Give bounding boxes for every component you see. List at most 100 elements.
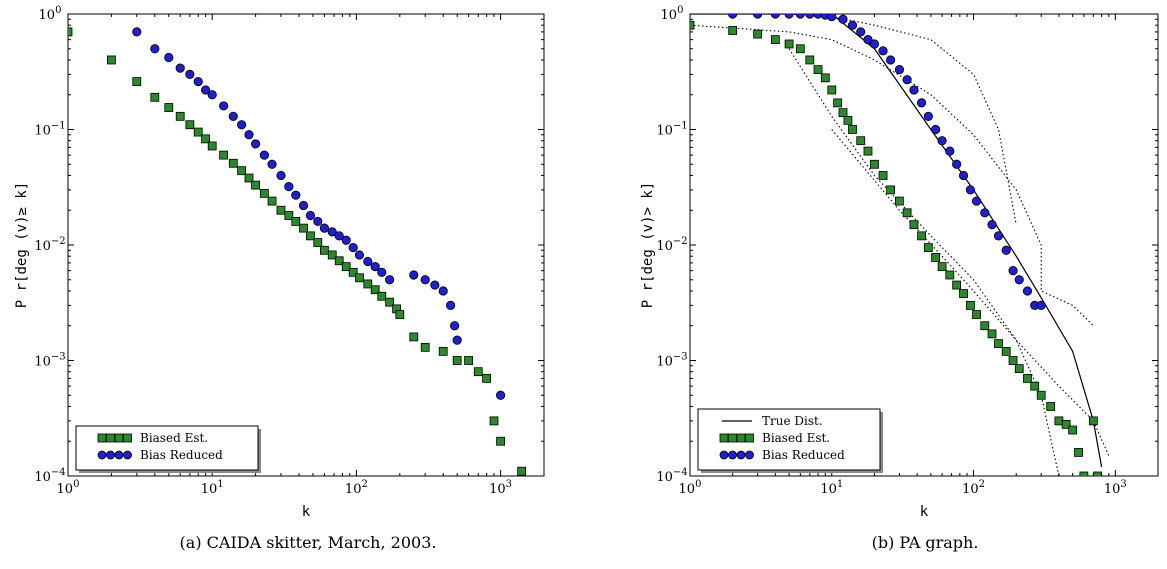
data-point-square xyxy=(438,346,448,356)
data-point-square xyxy=(805,55,815,65)
series-bias-reduced xyxy=(132,27,506,400)
dotted-bound-line xyxy=(690,14,1017,225)
data-point-square xyxy=(228,158,238,168)
data-point-square xyxy=(848,125,857,134)
x-tick-label: 101 xyxy=(820,479,843,497)
data-point-circle xyxy=(237,120,247,130)
series-biased-est xyxy=(690,20,1103,476)
x-tick-label: 101 xyxy=(201,479,224,497)
data-point-circle xyxy=(1014,275,1024,285)
data-point-circle xyxy=(259,150,269,160)
data-point-square xyxy=(320,245,329,255)
data-point-square xyxy=(201,134,210,144)
data-point-square xyxy=(482,373,492,383)
data-point-circle xyxy=(385,275,395,285)
y-tick-label: 10−3 xyxy=(656,352,687,370)
data-point-circle xyxy=(869,39,880,49)
y-tick-label: 100 xyxy=(661,5,684,23)
data-point-square xyxy=(784,39,794,49)
data-point-square xyxy=(420,342,430,352)
legend-square-swatch xyxy=(719,433,729,443)
data-point-square xyxy=(496,436,505,446)
data-point-circle xyxy=(363,256,373,267)
data-point-square xyxy=(1001,346,1011,356)
legend-circle-swatch xyxy=(745,450,754,460)
data-point-square xyxy=(219,150,229,160)
data-point-square xyxy=(937,262,947,272)
data-point-circle xyxy=(945,146,955,156)
data-point-square xyxy=(753,29,763,39)
data-point-square xyxy=(987,329,997,339)
data-point-square xyxy=(132,77,142,86)
data-point-square xyxy=(473,367,483,377)
legend-circle-swatch xyxy=(97,450,107,460)
data-point-circle xyxy=(795,14,805,19)
data-point-square xyxy=(1068,425,1078,435)
data-point-circle xyxy=(150,44,160,54)
data-point-circle xyxy=(370,262,380,272)
y-tick-label: 10−4 xyxy=(34,467,65,485)
data-point-circle xyxy=(420,275,430,285)
data-point-square xyxy=(363,279,373,289)
plot-area xyxy=(690,14,1110,476)
data-point-square xyxy=(464,356,474,365)
data-point-circle xyxy=(1022,286,1033,296)
legend-circle-swatch xyxy=(106,450,115,460)
data-point-square xyxy=(1061,419,1071,429)
x-axis-label: k xyxy=(920,504,929,520)
legend-square-swatch xyxy=(97,433,107,443)
legend-entry-label: True Dist. xyxy=(762,414,823,428)
data-point-circle xyxy=(291,190,301,200)
legend: Biased Est. Bias Reduced xyxy=(75,425,261,473)
legend-square-swatch xyxy=(106,433,115,443)
y-tick-label: 10−1 xyxy=(34,121,65,139)
data-point-circle xyxy=(971,196,982,206)
data-point-square xyxy=(972,310,981,319)
legend-circle-swatch xyxy=(728,450,737,460)
data-point-square xyxy=(1093,471,1103,476)
data-point-square xyxy=(185,120,195,130)
data-point-circle xyxy=(313,216,323,227)
chart-panel-1: 100 101 102 103 10−4 10−3 10−2 10−1 100 k P r[deg … xyxy=(640,5,1159,520)
data-point-square xyxy=(770,35,780,45)
data-point-square xyxy=(193,127,203,137)
data-point-circle xyxy=(305,210,316,221)
data-point-square xyxy=(370,285,380,295)
data-point-circle xyxy=(185,69,195,79)
data-point-circle xyxy=(1001,245,1011,255)
data-point-circle xyxy=(495,390,506,400)
data-point-square xyxy=(931,253,941,262)
data-point-square xyxy=(267,196,277,206)
data-point-circle xyxy=(445,300,456,310)
data-point-circle xyxy=(319,223,330,233)
data-point-circle xyxy=(284,182,294,192)
legend-entry-label: Bias Reduced xyxy=(140,448,223,462)
data-point-circle xyxy=(770,14,780,19)
data-point-circle xyxy=(164,52,174,63)
data-point-circle xyxy=(298,200,309,211)
data-point-square xyxy=(690,20,695,30)
data-point-circle xyxy=(244,130,254,140)
data-point-square xyxy=(1079,471,1089,476)
data-point-square xyxy=(489,416,499,426)
data-point-circle xyxy=(952,159,962,169)
data-point-square xyxy=(728,26,738,35)
panel-caption: (a) CAIDA skitter, March, 2003. xyxy=(180,533,437,552)
data-point-circle xyxy=(856,27,866,37)
data-point-circle xyxy=(219,101,229,111)
data-point-square xyxy=(827,85,837,95)
dotted-bound-line xyxy=(690,24,1094,327)
data-point-square xyxy=(306,231,315,241)
y-axis-label: P r[deg (v)≥ k] xyxy=(14,182,30,308)
legend: True Dist. Biased Est. Bias Reduced xyxy=(697,408,883,473)
data-point-circle xyxy=(838,14,848,24)
data-point-square xyxy=(377,291,387,301)
data-point-square xyxy=(878,171,888,180)
data-point-square xyxy=(863,146,873,156)
data-point-square xyxy=(838,108,848,118)
y-tick-label: 10−4 xyxy=(656,467,687,485)
data-point-square xyxy=(909,220,919,230)
data-point-square xyxy=(244,173,254,183)
legend-square-swatch xyxy=(123,433,132,443)
